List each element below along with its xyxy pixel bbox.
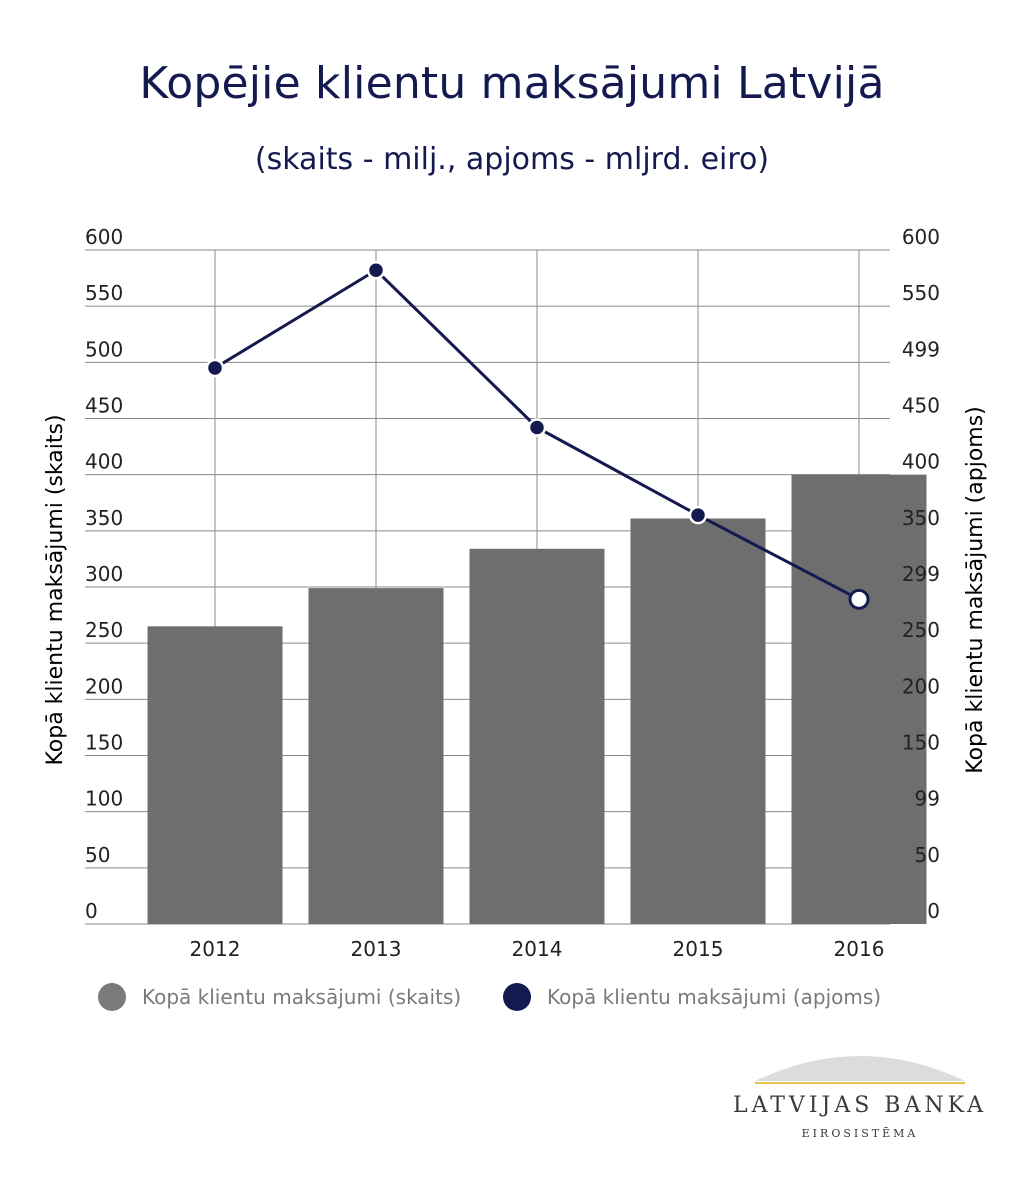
y-tick-label-right: 299 xyxy=(902,562,940,586)
line-point xyxy=(848,588,870,610)
y-tick-label-left: 100 xyxy=(85,787,123,811)
y-tick-label-left: 50 xyxy=(85,843,110,867)
y-axis-title-left-text: Kopā klientu maksājumi (skaits) xyxy=(43,414,68,765)
line-point xyxy=(205,358,225,378)
legend-item-apjoms: Kopā klientu maksājumi (apjoms) xyxy=(503,983,881,1011)
y-axis-title-left: Kopā klientu maksājumi (skaits) xyxy=(43,414,68,765)
legend-item-skaits: Kopā klientu maksājumi (skaits) xyxy=(98,983,461,1011)
x-tick-label: 2015 xyxy=(673,937,724,961)
y-tick-label-right: 0 xyxy=(927,899,940,923)
y-tick-label-right: 350 xyxy=(902,506,940,530)
y-tick-label-right: 600 xyxy=(902,225,940,249)
bar xyxy=(147,626,283,924)
x-tick-label: 2013 xyxy=(351,937,402,961)
y-tick-label-right: 550 xyxy=(902,281,940,305)
bar xyxy=(308,588,444,924)
y-tick-label-left: 550 xyxy=(85,281,123,305)
y-tick-label-left: 250 xyxy=(85,618,123,642)
y-axis-title-right-text: Kopā klientu maksājumi (apjoms) xyxy=(963,406,988,774)
y-tick-label-right: 250 xyxy=(902,618,940,642)
x-tick-label: 2014 xyxy=(512,937,563,961)
bar xyxy=(791,474,927,924)
line-point xyxy=(527,418,547,437)
logo-subtitle: EIROSISTĒMA xyxy=(801,1127,919,1140)
y-tick-label-left: 500 xyxy=(85,337,123,361)
y-tick-label-left: 600 xyxy=(85,225,123,249)
logo-arc-icon xyxy=(755,1056,965,1084)
line-point xyxy=(688,505,708,525)
legend-label-apjoms: Kopā klientu maksājumi (apjoms) xyxy=(547,985,882,1009)
y-axis-title-right: Kopā klientu maksājumi (apjoms) xyxy=(963,406,988,774)
tick-labels: 0 0 50 50 100 99 150 150 200 200 250 250 300 299 350 35… xyxy=(85,225,940,961)
y-tick-label-right: 150 xyxy=(902,731,940,755)
y-tick-label-right: 50 xyxy=(915,843,940,867)
bars xyxy=(147,474,927,924)
legend-swatch-skaits xyxy=(98,983,126,1011)
y-tick-label-left: 0 xyxy=(85,899,98,923)
y-tick-label-left: 450 xyxy=(85,394,123,418)
x-tick-label: 2012 xyxy=(190,937,241,961)
legend-label-skaits: Kopā klientu maksājumi (skaits) xyxy=(142,985,462,1009)
line-point xyxy=(366,260,386,280)
bar xyxy=(630,518,766,924)
x-tick-label: 2016 xyxy=(834,937,885,961)
y-tick-label-right: 450 xyxy=(902,394,940,418)
line-series xyxy=(205,260,870,610)
legend-swatch-apjoms xyxy=(503,983,531,1011)
y-tick-label-left: 150 xyxy=(85,731,123,755)
y-tick-label-left: 200 xyxy=(85,674,123,698)
chart-title: Kopējie klientu maksājumi Latvijā xyxy=(139,58,885,109)
y-tick-label-left: 350 xyxy=(85,506,123,530)
latvijas-banka-logo: LATVIJAS BANKA EIROSISTĒMA xyxy=(720,1045,1000,1145)
chart-subtitle: (skaits - milj., apjoms - mljrd. eiro) xyxy=(254,142,770,177)
y-tick-label-left: 300 xyxy=(85,562,123,586)
y-tick-label-right: 200 xyxy=(902,674,940,698)
logo-name: LATVIJAS BANKA xyxy=(732,1093,988,1118)
y-tick-label-left: 400 xyxy=(85,450,123,474)
y-tick-label-right: 499 xyxy=(902,337,940,361)
bar xyxy=(469,548,605,924)
y-tick-label-right: 400 xyxy=(902,450,940,474)
y-tick-label-right: 99 xyxy=(915,787,940,811)
